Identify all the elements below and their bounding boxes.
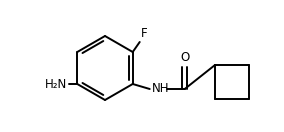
Text: H₂N: H₂N [45, 77, 67, 91]
Text: O: O [180, 51, 189, 64]
Text: NH: NH [152, 82, 169, 95]
Text: F: F [141, 27, 147, 40]
